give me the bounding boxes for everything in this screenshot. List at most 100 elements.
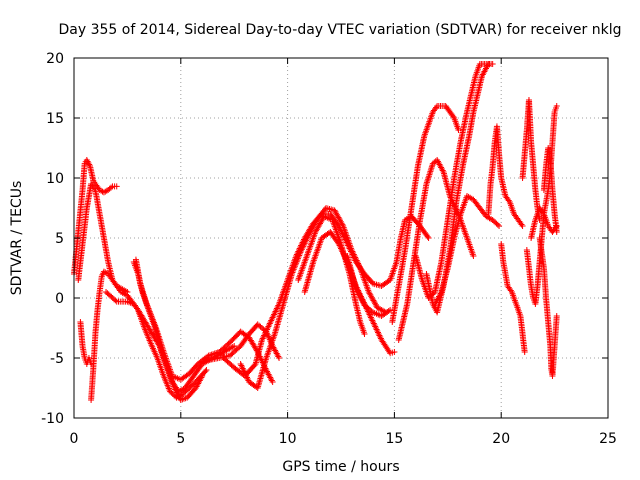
marker-trail (547, 158, 556, 192)
marker-trail (466, 110, 477, 138)
marker-trail (516, 218, 525, 228)
marker-trail (552, 105, 559, 113)
marker-trail (458, 110, 470, 144)
marker-trail (101, 236, 111, 264)
marker-trail (445, 176, 457, 222)
series-sat-z (540, 145, 560, 235)
marker-trail (404, 260, 417, 306)
marker-trail (340, 224, 355, 252)
marker-trail (551, 212, 560, 234)
marker-trail (548, 369, 556, 377)
marker-trail (185, 386, 198, 400)
marker-trail (77, 320, 86, 348)
marker-trail (98, 187, 106, 195)
x-tick-label: 5 (176, 431, 185, 447)
marker-trail (494, 125, 502, 156)
data-point (485, 61, 492, 67)
marker-trail (264, 368, 275, 384)
marker-trail (541, 212, 551, 228)
marker-trail (512, 212, 521, 222)
marker-trail (179, 395, 189, 403)
marker-trail (524, 248, 532, 270)
marker-trail (256, 322, 268, 334)
series-sat-t (485, 123, 526, 229)
marker-trail (148, 342, 160, 360)
series-sat-c (88, 268, 131, 403)
marker-trail (315, 206, 328, 221)
marker-trail (313, 214, 327, 234)
marker-trail (423, 162, 436, 186)
marker-trail (187, 362, 200, 376)
marker-trail (106, 184, 114, 192)
marker-trail (362, 303, 375, 315)
data-point (276, 355, 283, 361)
data-point (455, 127, 462, 133)
marker-trail (413, 254, 425, 282)
data-point (361, 331, 368, 337)
marker-trail (366, 290, 380, 310)
marker-trail (451, 140, 464, 180)
marker-trail (519, 332, 528, 354)
data-point (553, 229, 560, 235)
marker-trail (487, 164, 496, 186)
marker-trail (532, 284, 541, 306)
marker-trail (92, 308, 101, 336)
marker-trail (438, 266, 451, 294)
marker-trail (154, 356, 167, 378)
marker-trail (451, 116, 461, 132)
marker-trail (443, 104, 457, 120)
y-tick-label: 0 (55, 291, 64, 307)
marker-trail (322, 214, 334, 223)
marker-trail (430, 104, 440, 114)
marker-trail (498, 242, 507, 264)
marker-trail (513, 302, 523, 318)
marker-trail (263, 332, 278, 360)
y-axis-title: SDTVAR / TECUs (9, 181, 25, 296)
marker-trail (177, 385, 187, 394)
marker-trail (102, 269, 110, 277)
marker-trail (551, 314, 560, 348)
marker-trail (490, 218, 501, 228)
marker-trail (142, 326, 154, 345)
marker-trail (298, 232, 312, 254)
y-tick-label: 10 (46, 171, 64, 187)
x-tick-label: 15 (385, 431, 403, 447)
marker-trail (393, 236, 404, 264)
marker-trail (434, 158, 446, 174)
marker-trail (181, 386, 192, 396)
series-sat-u (498, 241, 528, 355)
y-tick-label: 15 (46, 111, 64, 127)
x-tick-label: 20 (492, 431, 510, 447)
marker-trail (423, 272, 436, 306)
data-point (199, 373, 206, 379)
y-tick-label: 5 (55, 231, 64, 247)
marker-trail (92, 188, 103, 216)
marker-trail (328, 230, 341, 246)
marker-trail (304, 230, 318, 258)
marker-trail (353, 302, 363, 324)
marker-trail (79, 206, 90, 246)
marker-trail (110, 278, 119, 288)
marker-trail (475, 74, 485, 96)
marker-trail (306, 217, 320, 236)
series-sat-r (423, 61, 492, 316)
series-sat-m (344, 253, 394, 319)
marker-trail (415, 134, 427, 168)
marker-trail (172, 386, 183, 402)
data-point (470, 253, 477, 259)
marker-trail (421, 110, 436, 138)
marker-trail (464, 92, 474, 114)
marker-trail (126, 299, 136, 307)
marker-trail (268, 302, 282, 324)
marker-trail (133, 258, 143, 285)
series-sat-o (389, 103, 462, 325)
data-point (113, 183, 120, 190)
marker-trail (396, 302, 410, 342)
marker-trail (402, 206, 415, 252)
marker-trail (532, 188, 541, 210)
data-points (71, 61, 560, 403)
marker-trail (473, 62, 483, 78)
marker-trail (88, 368, 97, 402)
marker-trail (152, 324, 167, 354)
